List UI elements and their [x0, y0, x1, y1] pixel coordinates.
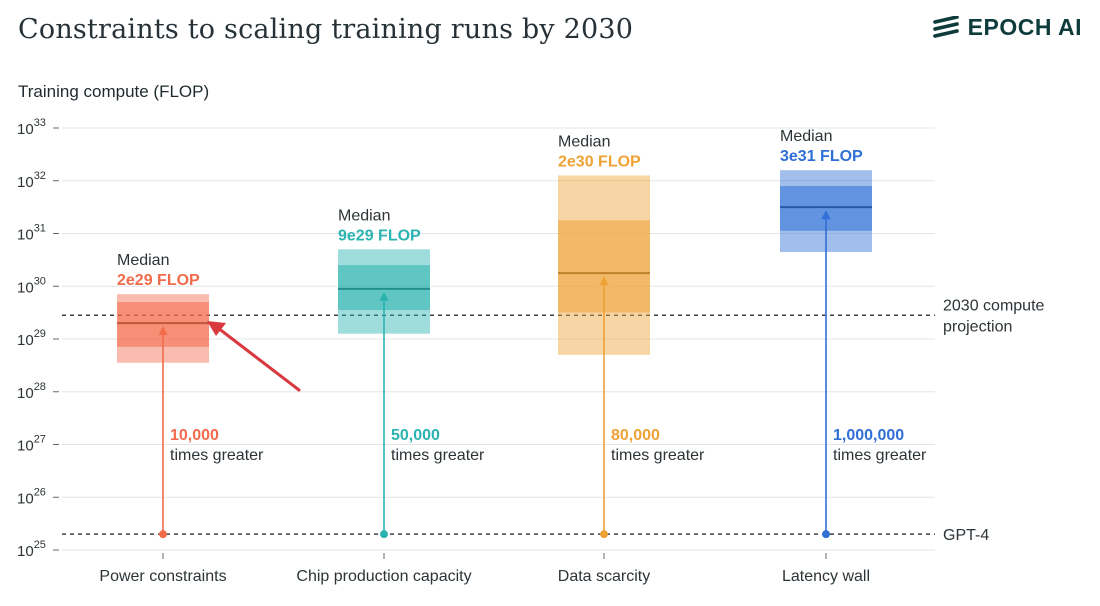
y-tick-label: 1032 [17, 170, 46, 191]
multiplier-value: 1,000,000 [833, 427, 904, 444]
multiplier-caption: times greater [611, 447, 705, 464]
y-tick-label: 1028 [17, 381, 46, 402]
median-value-label: 9e29 FLOP [338, 227, 421, 244]
arrow-head-chip [379, 291, 389, 301]
y-tick-label: 1025 [17, 539, 46, 560]
median-caption: Median [117, 252, 169, 269]
x-category-label: Data scarcity [558, 568, 650, 585]
arrow-head-data [599, 276, 609, 286]
epoch-logo-icon [932, 15, 959, 38]
median-caption: Median [780, 128, 832, 145]
median-caption: Median [338, 207, 390, 224]
brand-logo: EPOCH AI [932, 14, 1082, 41]
y-tick-label: 1027 [17, 434, 46, 455]
multiplier-value: 50,000 [391, 427, 440, 444]
y-tick-label: 1026 [17, 486, 46, 507]
arrow-base-dot-data [600, 530, 608, 539]
box-group-latency [780, 170, 872, 539]
annotation-arrow-shaft [216, 326, 301, 392]
x-category-label: Chip production capacity [296, 568, 471, 585]
arrow-base-dot-latency [822, 530, 830, 539]
multiplier-caption: times greater [391, 447, 485, 464]
box-group-chip [338, 249, 430, 539]
multiplier-value: 10,000 [170, 427, 219, 444]
brand-name: EPOCH AI [967, 14, 1082, 40]
y-tick-label: 1029 [17, 328, 46, 349]
arrow-head-latency [821, 210, 831, 220]
y-tick-label: 1033 [17, 117, 46, 138]
reference-label-projection: projection [943, 318, 1012, 335]
median-value-label: 3e31 FLOP [780, 148, 863, 165]
y-tick-label: 1030 [17, 275, 46, 296]
median-caption: Median [558, 133, 610, 150]
chart-title: Constraints to scaling training runs by … [18, 14, 634, 45]
reference-label-projection: 2030 compute [943, 297, 1045, 314]
annotation-arrow-head [207, 321, 226, 336]
x-category-label: Latency wall [782, 568, 870, 585]
arrow-base-dot-power [159, 530, 167, 539]
multiplier-caption: times greater [170, 447, 264, 464]
arrow-base-dot-chip [380, 530, 388, 539]
box-group-power [117, 294, 209, 539]
multiplier-caption: times greater [833, 447, 927, 464]
reference-label-gpt4: GPT-4 [943, 527, 989, 544]
x-category-label: Power constraints [99, 568, 226, 585]
median-value-label: 2e29 FLOP [117, 272, 200, 289]
y-axis-label: Training compute (FLOP) [18, 82, 209, 101]
y-tick-label: 1031 [17, 223, 46, 244]
arrow-head-power [158, 326, 168, 336]
median-value-label: 2e30 FLOP [558, 153, 641, 170]
box-group-data [558, 175, 650, 539]
multiplier-value: 80,000 [611, 427, 660, 444]
